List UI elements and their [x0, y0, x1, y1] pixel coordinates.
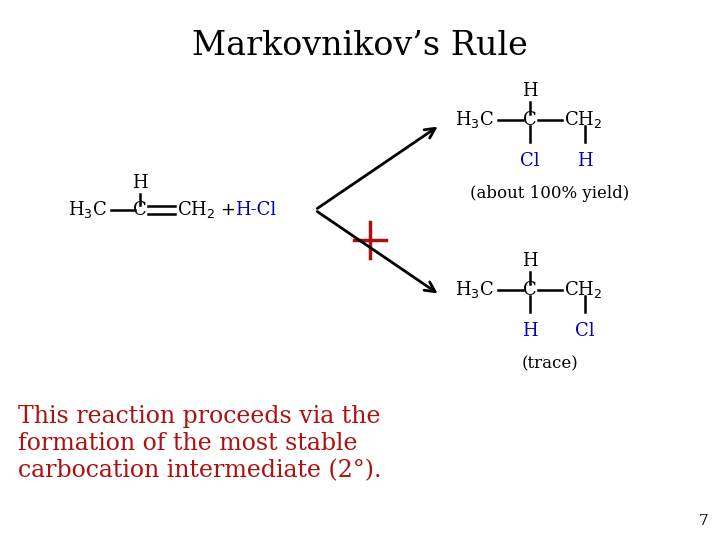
Text: H$_3$C: H$_3$C [68, 199, 107, 220]
Text: H: H [522, 322, 538, 340]
Text: CH$_2$: CH$_2$ [564, 110, 603, 131]
Text: carbocation intermediate (2°).: carbocation intermediate (2°). [18, 459, 382, 482]
Text: (about 100% yield): (about 100% yield) [470, 185, 629, 202]
Text: C: C [523, 111, 537, 129]
Text: C: C [523, 281, 537, 299]
Text: Markovnikov’s Rule: Markovnikov’s Rule [192, 30, 528, 62]
Text: (trace): (trace) [521, 355, 578, 372]
Text: CH$_2$: CH$_2$ [564, 280, 603, 300]
Text: Cl: Cl [520, 152, 540, 170]
Text: H$_3$C: H$_3$C [455, 280, 494, 300]
Text: Cl: Cl [575, 322, 595, 340]
Text: H-Cl: H-Cl [235, 201, 276, 219]
Text: H: H [522, 82, 538, 100]
Text: CH$_2$: CH$_2$ [177, 199, 215, 220]
Text: $+$: $+$ [220, 201, 235, 219]
Text: H$_3$C: H$_3$C [455, 110, 494, 131]
Text: H: H [577, 152, 593, 170]
Text: formation of the most stable: formation of the most stable [18, 432, 358, 455]
Text: H: H [522, 252, 538, 270]
Text: 7: 7 [698, 514, 708, 528]
Text: H: H [132, 174, 148, 192]
Text: C: C [133, 201, 147, 219]
Text: This reaction proceeds via the: This reaction proceeds via the [18, 405, 380, 428]
